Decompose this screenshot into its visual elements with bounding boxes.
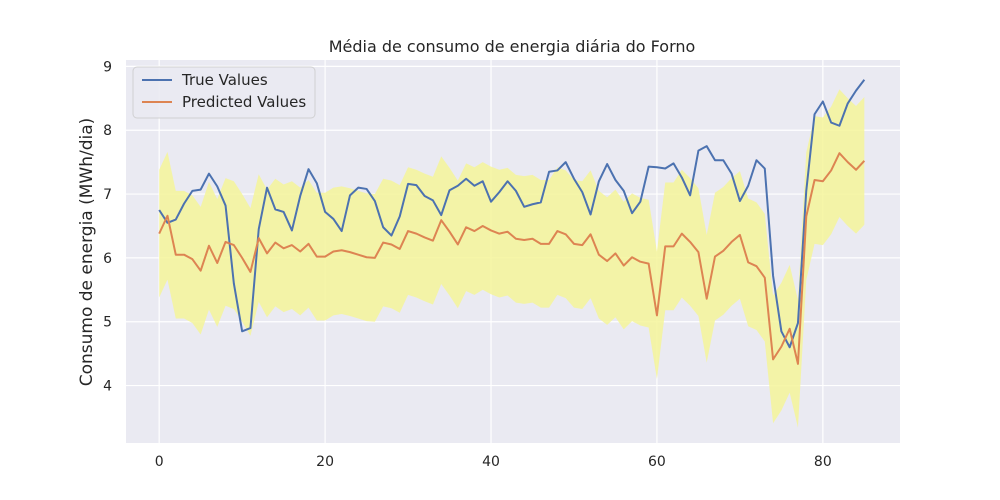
chart-title: Média de consumo de energia diária do Fo… xyxy=(329,37,696,56)
legend-box xyxy=(132,66,316,119)
x-tick-label: 80 xyxy=(814,454,832,470)
y-tick-label: 9 xyxy=(103,59,112,75)
x-tick-label: 60 xyxy=(648,454,666,470)
series-lines xyxy=(158,79,866,365)
y-tick-label: 8 xyxy=(103,123,112,139)
x-tick-label: 0 xyxy=(155,454,164,470)
series-line-true-values xyxy=(158,79,866,349)
series-line-predicted-values xyxy=(158,152,866,365)
x-tick-label: 20 xyxy=(316,454,334,470)
y-axis-label: Consumo de energia (MWh/dia) xyxy=(77,118,97,387)
legend: True Values Predicted Values xyxy=(132,66,316,119)
legend-label-predicted-values: Predicted Values xyxy=(182,93,306,111)
legend-label-true-values: True Values xyxy=(181,71,268,89)
y-tick-label: 6 xyxy=(103,251,112,267)
y-tick-label: 4 xyxy=(103,379,112,395)
confidence-band-area xyxy=(159,89,865,428)
x-tick-label: 40 xyxy=(482,454,500,470)
confidence-band xyxy=(159,89,865,428)
y-tick-label: 5 xyxy=(103,315,112,331)
y-tick-label: 7 xyxy=(103,187,112,203)
tick-labels: 0 20 40 60 80 4 5 6 7 8 9 xyxy=(103,59,832,470)
